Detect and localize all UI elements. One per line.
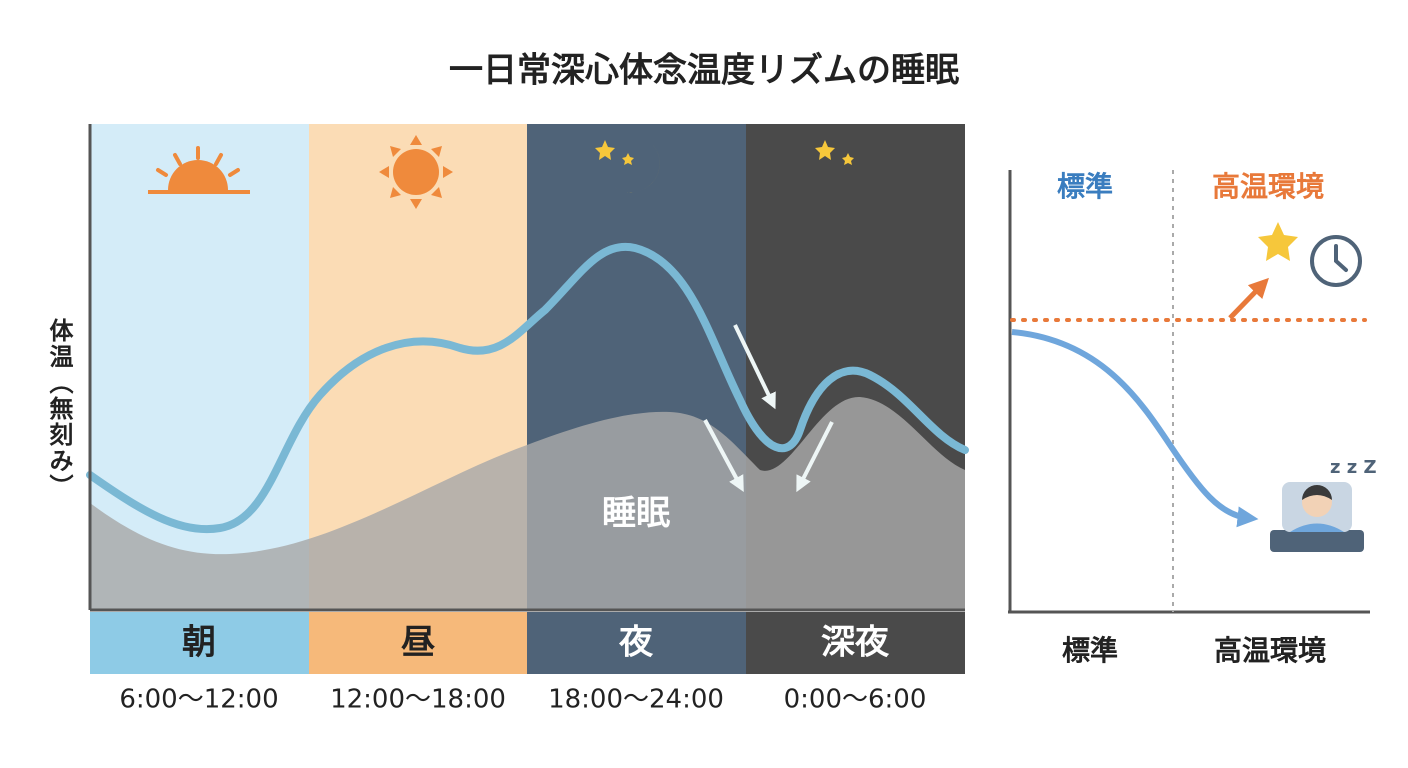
temperature-curve: [86, 242, 969, 534]
arrow: [733, 324, 776, 410]
top-label: 高温環境: [1212, 170, 1324, 203]
title: 一日常深心体念温度リズムの睡眠: [449, 51, 959, 91]
period-name: 深夜: [821, 623, 890, 663]
sleep-area: [90, 396, 965, 610]
top-label: 標準: [1057, 170, 1113, 203]
period-time: 12:00～18:00: [330, 685, 506, 715]
arrow: [796, 421, 834, 493]
sunrise-icon: [148, 146, 250, 194]
clock-icon: [1310, 235, 1362, 287]
moon-icon: [815, 140, 880, 193]
period-cell: [309, 612, 527, 674]
comparison-panel: z z Z 標準 高温環境 標準 高温環境: [1008, 170, 1377, 667]
period-cell: [527, 612, 746, 674]
drop-arrows: [703, 324, 834, 493]
svg-text:z z Z: z z Z: [1330, 457, 1377, 478]
period-name: 夜: [618, 623, 654, 663]
period-name: 昼: [401, 623, 435, 663]
period-cell: [746, 612, 965, 674]
arrow: [703, 419, 744, 493]
period-time: 6:00～12:00: [119, 685, 278, 715]
star-icon: [1258, 222, 1298, 261]
sleep-label: 睡眠: [602, 494, 670, 534]
period-name: 朝: [182, 623, 216, 663]
period-cell: [90, 612, 309, 674]
period-time: 18:00～24:00: [548, 685, 724, 715]
bottom-label: 高温環境: [1214, 634, 1326, 667]
rise-arrow: [1228, 277, 1269, 320]
moon-icon: [595, 140, 660, 193]
y-axis-label: 体温（無刻み）: [45, 318, 74, 500]
moon-icon: [1218, 418, 1270, 468]
sun-icon: [379, 135, 453, 209]
bottom-label: 標準: [1062, 634, 1118, 667]
standard-curve: [1011, 329, 1259, 528]
sleeper-icon: z z Z: [1270, 457, 1377, 552]
period-time: 0:00～6:00: [784, 685, 927, 715]
period-bar: 朝 昼 夜 深夜: [90, 612, 965, 674]
